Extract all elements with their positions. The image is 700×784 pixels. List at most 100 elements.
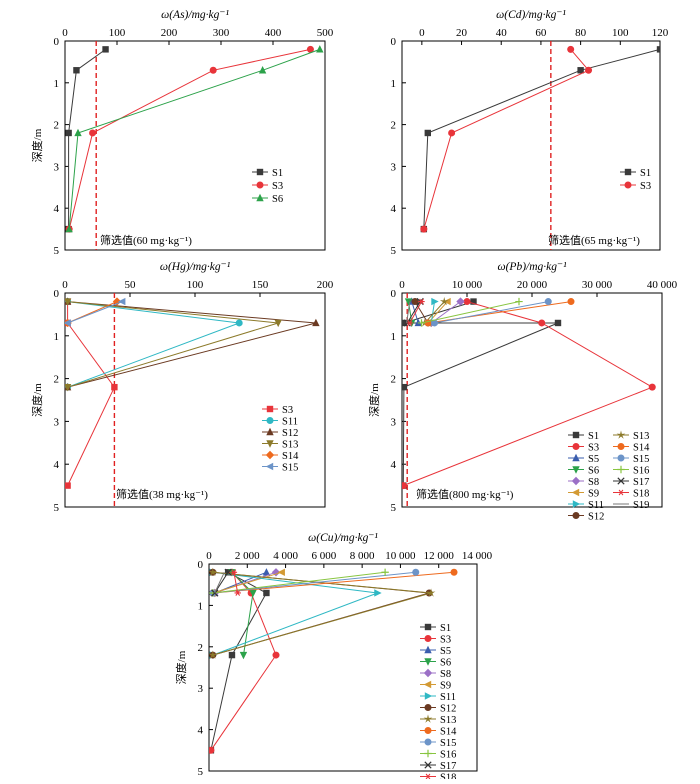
- data-point-s3: [585, 66, 593, 74]
- data-point-s13: [65, 298, 72, 306]
- legend-marker-s13: [266, 440, 274, 448]
- y-tick-label: 2: [391, 374, 397, 386]
- y-tick-label: 4: [391, 203, 397, 215]
- legend: S1 S3 S6: [252, 168, 283, 205]
- data-point-s3: [648, 383, 656, 391]
- data-point-s18: [230, 569, 238, 576]
- x-tick-label: 500: [317, 27, 334, 39]
- y-tick-label: 1: [391, 331, 397, 343]
- legend-label: S5: [588, 454, 599, 465]
- plot-frame: [401, 292, 663, 508]
- y-tick-label: 0: [54, 36, 60, 48]
- legend-label: S1: [640, 168, 651, 179]
- data-point-s3: [65, 482, 71, 489]
- plot-frame: [401, 40, 661, 251]
- data-point-s6: [258, 66, 267, 74]
- y-tick-label: 4: [391, 459, 397, 471]
- legend-marker-s17: [617, 477, 625, 485]
- data-point-s14: [424, 319, 432, 327]
- y-tick-label: 2: [54, 120, 60, 132]
- screening-threshold-label: 筛选值(800 mg·kg⁻¹): [416, 487, 514, 501]
- legend-label: S1: [440, 623, 451, 634]
- y-tick-label: 1: [198, 600, 204, 612]
- y-tick-label: 3: [391, 161, 397, 173]
- legend-marker-s8: [571, 476, 581, 486]
- data-point-s13: [65, 383, 72, 392]
- legend-label: S11: [282, 417, 298, 428]
- screening-threshold-label: 筛选值(60 mg·kg⁻¹): [100, 233, 192, 247]
- legend-marker-s6: [424, 658, 432, 666]
- legend-marker-s9: [423, 680, 432, 689]
- data-point-s12: [312, 318, 320, 327]
- y-tick-label: 4: [54, 459, 60, 471]
- data-point-s3: [538, 319, 546, 327]
- legend-label: S14: [633, 443, 650, 454]
- x-tick-label: 300: [213, 27, 230, 39]
- legend-marker-s14: [617, 443, 625, 450]
- x-tick-label: 50: [125, 279, 137, 291]
- y-tick-label: 3: [198, 683, 204, 695]
- legend-label: S9: [440, 681, 451, 692]
- data-point-s16: [381, 568, 389, 576]
- series-line-s1: [402, 301, 559, 486]
- x-tick-label: 40 000: [647, 279, 678, 291]
- x-tick-label: 12 000: [424, 550, 455, 562]
- y-tick-label: 2: [54, 374, 60, 386]
- chart-pb: ω(Pb)/mg·kg⁻¹ 0 10 000 20 000 30 000 40 000 0 1…: [367, 261, 678, 523]
- data-point-s12: [411, 298, 419, 306]
- legend-marker-s3: [572, 443, 580, 450]
- y-axis-label: 深度/m: [174, 650, 188, 684]
- data-point-s1: [263, 589, 270, 597]
- chart-cd: ω(Cd)/mg·kg⁻¹ 0 20 40 60 80 100 120 0 1 2 3 4 5 筛选值(65…: [391, 9, 669, 257]
- series-line-s17: [406, 301, 421, 324]
- series-line-s18: [409, 301, 422, 324]
- data-point-s13: [209, 567, 218, 576]
- series-line-s9: [212, 571, 282, 594]
- legend-label: S1: [272, 168, 283, 179]
- y-tick-label: 5: [54, 245, 60, 257]
- data-point-s1: [228, 651, 236, 659]
- data-point-s6: [65, 224, 73, 233]
- data-point-s1: [424, 129, 431, 137]
- data-point-s1: [73, 67, 80, 74]
- legend-label: S13: [282, 440, 298, 451]
- x-tick-label: 60: [535, 27, 547, 39]
- y-axis-label: 深度/m: [367, 383, 381, 417]
- data-point-s6: [316, 45, 324, 53]
- series-line-s19: [214, 572, 225, 594]
- y-tick-label: 0: [391, 288, 397, 300]
- data-point-s14: [112, 297, 122, 306]
- data-point-s18: [234, 590, 241, 596]
- data-point-s3: [463, 298, 471, 306]
- data-point-s1: [554, 319, 562, 327]
- legend-marker-s3: [624, 181, 632, 189]
- series-line-s3: [68, 48, 311, 230]
- legend-label: S19: [633, 500, 649, 511]
- legend-marker-s13: [616, 430, 626, 439]
- legend-label: S3: [640, 181, 651, 192]
- legend-label: S17: [633, 477, 649, 488]
- data-point-s3: [209, 746, 215, 754]
- legend-label: S13: [633, 431, 649, 442]
- legend-marker-s15: [617, 454, 625, 462]
- y-tick-label: 1: [54, 331, 60, 343]
- series-line-s3: [403, 301, 654, 487]
- legend-marker-s12: [266, 427, 274, 436]
- legend-label: S15: [440, 738, 456, 749]
- series-line-s15: [434, 301, 549, 324]
- x-tick-label: 100: [612, 27, 629, 39]
- y-tick-label: 2: [391, 120, 397, 132]
- legend-marker-s1: [572, 431, 580, 439]
- data-point-s6: [239, 651, 248, 660]
- series-line-s1: [210, 571, 268, 751]
- legend-marker-s1: [624, 168, 632, 176]
- series-line-s3: [67, 301, 115, 486]
- series-line-s16: [421, 301, 520, 324]
- chart-title: ω(Pb)/mg·kg⁻¹: [497, 261, 567, 273]
- legend-marker-s1: [256, 168, 264, 176]
- legend-label: S14: [440, 727, 457, 738]
- series-line-s13: [424, 301, 445, 324]
